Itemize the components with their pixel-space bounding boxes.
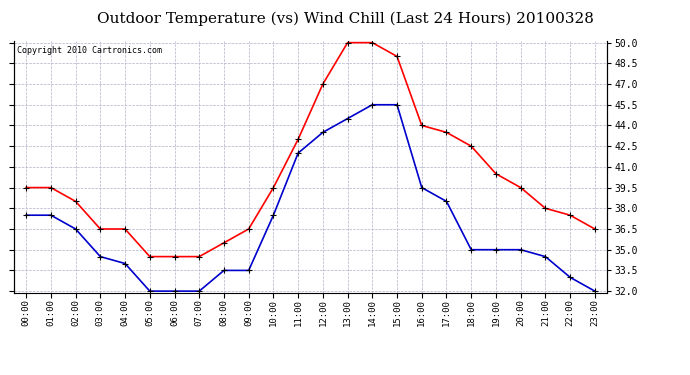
Text: Copyright 2010 Cartronics.com: Copyright 2010 Cartronics.com bbox=[17, 46, 161, 55]
Text: Outdoor Temperature (vs) Wind Chill (Last 24 Hours) 20100328: Outdoor Temperature (vs) Wind Chill (Las… bbox=[97, 11, 593, 26]
